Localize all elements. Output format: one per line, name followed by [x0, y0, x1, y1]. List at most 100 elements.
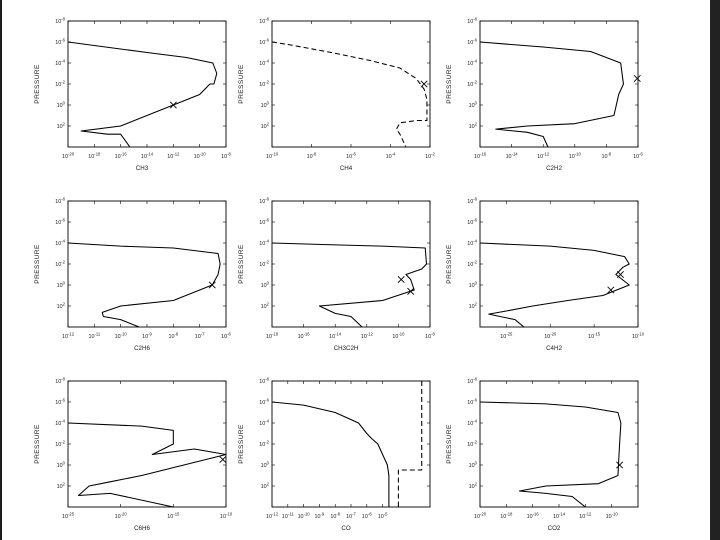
x-tick-label: 10-9 [315, 512, 325, 520]
y-tick-label: 10-6 [467, 38, 477, 46]
y-tick-label: 10-4 [55, 59, 65, 67]
y-tick-label: 10-6 [467, 398, 477, 406]
y-tick-label: 10-2 [55, 80, 65, 88]
x-tick-label: 10-15 [588, 332, 601, 340]
y-tick-label: 102 [57, 122, 66, 130]
plot-area [67, 380, 227, 508]
window-edge [710, 0, 720, 540]
x-tick-label: 10-12 [579, 512, 592, 520]
y-axis-label: PRESSURE [446, 424, 453, 464]
x-tick-label: 10-18 [266, 332, 279, 340]
y-tick-label: 10-2 [467, 260, 477, 268]
x-tick-label: 10-11 [88, 332, 100, 340]
panel-ch3: 10-8 10-6 10-4 10-2 100 102 10-20 10-18 10-16 10-… [34, 17, 232, 172]
y-axis-label: PRESSURE [238, 244, 245, 284]
y-tick-label: 10-8 [467, 197, 477, 205]
y-tick-label: 10-2 [467, 80, 477, 88]
x-tick-label: 10-6 [362, 512, 372, 520]
y-tick-label: 102 [261, 302, 270, 310]
x-tick-label: 10-18 [500, 512, 513, 520]
profile-line-0 [272, 401, 390, 507]
x-marker [208, 281, 216, 289]
y-tick-label: 10-4 [467, 239, 477, 247]
x-tick-label: 10-20 [62, 152, 75, 160]
x-tick-label: 10-20 [544, 332, 557, 340]
x-tick-label: 10-6 [346, 152, 356, 160]
x-tick-label: 10-12 [62, 332, 75, 340]
y-axis-label: PRESSURE [34, 244, 41, 284]
x-tick-label: 10-10 [194, 152, 207, 160]
x-tick-label: 10-10 [606, 512, 619, 520]
y-axis-label: PRESSURE [238, 64, 245, 104]
plot-area [271, 20, 431, 148]
y-tick-label: 10-6 [259, 218, 269, 226]
y-tick-label: 102 [469, 482, 478, 490]
x-axis-label: C4H2 [546, 345, 562, 352]
x-axis-label: CO2 [548, 525, 561, 532]
x-tick-label: 10-11 [282, 512, 294, 520]
plot-area [67, 200, 227, 328]
y-axis-label: PRESSURE [238, 424, 245, 464]
y-axis-label: PRESSURE [446, 244, 453, 284]
x-marker [616, 461, 624, 469]
x-axis-label: CH4 [340, 165, 353, 172]
y-tick-label: 10-6 [467, 218, 477, 226]
x-tick-label: 10-9 [142, 332, 152, 340]
x-tick-label: 10-10 [632, 332, 645, 340]
y-tick-label: 102 [57, 302, 66, 310]
x-tick-label: 10-8 [307, 152, 317, 160]
x-tick-label: 10-14 [553, 512, 566, 520]
panel-c2h2: 10-8 10-6 10-4 10-2 100 102 10-16 10-14 10-12 10-… [446, 17, 644, 172]
y-axis-label: PRESSURE [34, 424, 41, 464]
x-tick-label: 10-8 [602, 152, 612, 160]
x-tick-label: 10-25 [500, 332, 513, 340]
panel-co: 10-8 10-6 10-4 10-2 100 102 10-12 10-11 10-10 10-… [238, 377, 431, 532]
x-tick-label: 10-20 [115, 512, 128, 520]
x-marker [616, 270, 624, 279]
y-tick-label: 10-2 [259, 440, 269, 448]
y-tick-label: 10-8 [467, 377, 477, 385]
panel-co2: 10-8 10-6 10-4 10-2 100 102 10-20 10-18 10-16 10-… [446, 377, 639, 532]
y-axis-label: PRESSURE [446, 64, 453, 104]
y-tick-label: 10-8 [259, 377, 269, 385]
x-axis-label: C2H2 [546, 165, 562, 172]
y-tick-label: 10-8 [467, 17, 477, 25]
profile-line-0 [480, 41, 624, 147]
y-tick-label: 10-8 [259, 197, 269, 205]
y-tick-label: 10-2 [55, 260, 65, 268]
x-tick-label: 10-12 [537, 152, 550, 160]
y-axis-label: PRESSURE [34, 64, 41, 104]
y-tick-label: 102 [261, 122, 270, 130]
x-tick-label: 10-25 [62, 512, 75, 520]
x-axis-label: C6H6 [134, 525, 150, 532]
plot-area [67, 20, 227, 148]
x-tick-label: 10-12 [167, 152, 180, 160]
y-tick-label: 10-6 [55, 398, 65, 406]
x-tick-label: 10-15 [167, 512, 180, 520]
profile-line-1 [397, 381, 423, 507]
x-marker [407, 287, 415, 295]
y-tick-label: 10-4 [55, 419, 65, 427]
y-tick-label: 10-4 [467, 419, 477, 427]
y-tick-label: 100 [261, 101, 270, 109]
x-tick-label: 10-18 [88, 152, 101, 160]
plot-area [271, 380, 431, 508]
x-tick-label: 10-16 [115, 152, 128, 160]
y-tick-label: 10-6 [259, 38, 269, 46]
y-tick-label: 100 [57, 101, 66, 109]
x-marker [169, 101, 177, 109]
y-tick-label: 102 [469, 302, 478, 310]
y-tick-label: 102 [469, 122, 478, 130]
y-tick-label: 10-8 [55, 377, 65, 385]
y-tick-label: 100 [261, 281, 270, 289]
y-tick-label: 10-2 [259, 260, 269, 268]
y-tick-label: 10-2 [467, 440, 477, 448]
y-tick-label: 102 [261, 482, 270, 490]
y-tick-label: 10-4 [55, 239, 65, 247]
profile-line-0 [68, 242, 221, 327]
x-axis-label: C2H6 [134, 345, 150, 352]
x-tick-label: 10-10 [266, 152, 279, 160]
plot-area [479, 380, 639, 508]
x-marker [219, 455, 227, 464]
